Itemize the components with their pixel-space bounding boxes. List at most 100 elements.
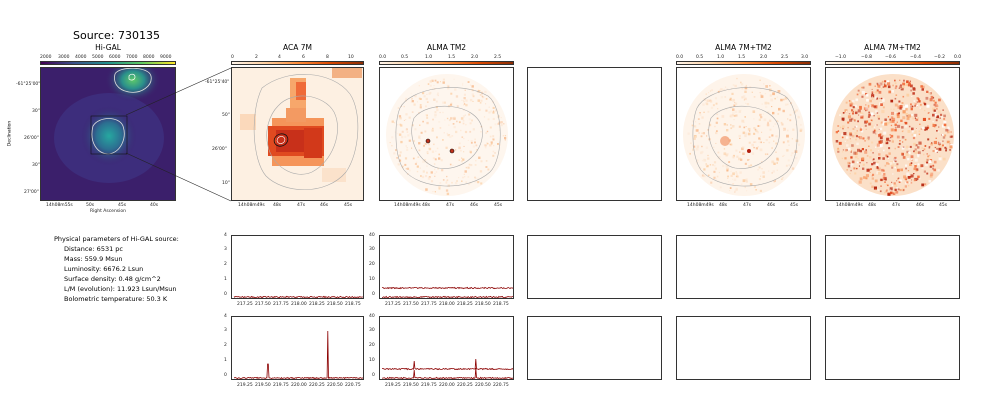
spec-xtick: 217.25 xyxy=(385,302,401,307)
cbar-tick: 2.5 xyxy=(781,55,789,60)
cbar-tick: −0.6 xyxy=(885,55,896,60)
cbar-tick: 8 xyxy=(326,55,329,60)
param-luminosity: Luminosity: 6676.2 Lsun xyxy=(64,265,144,273)
aca7m-ytick: 50" xyxy=(222,113,230,118)
spec-xtick: 218.00 xyxy=(291,302,307,307)
spec-xtick: 217.25 xyxy=(237,302,253,307)
spec-ytick: 3 xyxy=(224,247,227,252)
spec-xtick: 218.25 xyxy=(457,302,473,307)
spec-ytick: 1 xyxy=(224,358,227,363)
empty-spectrum-panel xyxy=(825,235,960,299)
cbar-tick: 0.0 xyxy=(379,55,387,60)
spec-ytick: 40 xyxy=(369,233,375,238)
alma7mtm2b-title: ALMA 7M+TM2 xyxy=(864,43,921,52)
spectrum-aca-row1 xyxy=(231,235,364,299)
alma7mtm2-title: ALMA 7M+TM2 xyxy=(715,43,772,52)
spec-ytick: 2 xyxy=(224,343,227,348)
param-bolometric-temperature: Bolometric temperature: 50.3 K xyxy=(64,295,168,303)
higal-ytick: 26'00" xyxy=(24,136,39,141)
alma7mtm2-colorbar xyxy=(676,61,811,65)
spec-ytick: 2 xyxy=(224,262,227,267)
alma7mtm2b-xtick: 47s xyxy=(892,203,901,208)
spec-xtick: 218.25 xyxy=(309,302,325,307)
alma7mtm2b-map xyxy=(825,67,960,201)
spec-ytick: 30 xyxy=(369,247,375,252)
spec-xtick: 220.50 xyxy=(475,383,491,388)
higal-xtick: 45s xyxy=(118,203,127,208)
almatm2-title: ALMA TM2 xyxy=(426,43,467,52)
cbar-tick: 2.0 xyxy=(471,55,479,60)
spec-xtick: 220.50 xyxy=(327,383,343,388)
cbar-tick: 7000 xyxy=(126,55,138,60)
cbar-tick: −0.4 xyxy=(910,55,921,60)
spec-xtick: 218.75 xyxy=(493,302,509,307)
spec-ytick: 0 xyxy=(224,373,227,378)
higal-title: Hi-GAL xyxy=(95,43,121,52)
cbar-tick: 10 xyxy=(348,55,354,60)
aca7m-ytick: 10" xyxy=(222,181,230,186)
spec-ytick: 40 xyxy=(369,314,375,319)
higal-colorbar-ticks: 2000 3000 4000 5000 6000 7000 8000 9000 xyxy=(40,55,176,61)
higal-xtick: 40s xyxy=(150,203,159,208)
spec-xtick: 219.50 xyxy=(255,383,271,388)
cbar-tick: −0.8 xyxy=(861,55,872,60)
higal-ytick: 30" xyxy=(32,163,40,168)
empty-spectrum-panel xyxy=(527,316,662,380)
almatm2-colorbar xyxy=(379,61,514,65)
aca7m-title: ACA 7M xyxy=(283,43,312,52)
aca7m-xtick: 45s xyxy=(344,203,353,208)
higal-ytick: 27'00" xyxy=(24,190,39,195)
figure-title: Source: 730135 xyxy=(73,29,160,42)
spec-xtick: 220.25 xyxy=(457,383,473,388)
higal-xtick: 14h08m55s xyxy=(46,203,73,208)
alma7mtm2b-xtick: 14h08m49s xyxy=(836,203,863,208)
spec-xtick: 220.00 xyxy=(291,383,307,388)
higal-ytick: 30" xyxy=(32,109,40,114)
spec-xticks-aca-row2: 219.25 219.50 219.75 220.00 220.25 220.5… xyxy=(231,383,364,389)
spectrum-tm2-row2 xyxy=(379,316,514,380)
spec-xtick: 220.75 xyxy=(493,383,509,388)
spec-ytick: 20 xyxy=(369,262,375,267)
cbar-tick: 9000 xyxy=(160,55,172,60)
spec-ytick: 3 xyxy=(224,328,227,333)
spec-xtick: 218.50 xyxy=(327,302,343,307)
spec-ytick: 20 xyxy=(369,343,375,348)
spec-xtick: 220.25 xyxy=(309,383,325,388)
cbar-tick: 0.5 xyxy=(401,55,409,60)
aca7m-colorbar xyxy=(231,61,364,65)
empty-spectrum-panel xyxy=(527,235,662,299)
higal-xlabel: Right Ascension xyxy=(90,209,126,214)
cbar-tick: 0.0 xyxy=(954,55,962,60)
empty-spectrum-panel xyxy=(825,316,960,380)
spec-xtick: 217.75 xyxy=(273,302,289,307)
spec-xtick: 220.00 xyxy=(439,383,455,388)
alma7mtm2-colorbar-ticks: 0.0 0.5 1.0 1.5 2.0 2.5 3.0 xyxy=(676,55,811,61)
cbar-tick: 0.5 xyxy=(696,55,704,60)
almatm2-xtick: 48s xyxy=(422,203,431,208)
spec-ytick: 4 xyxy=(224,314,227,319)
cbar-tick: 2.5 xyxy=(494,55,502,60)
spec-xtick: 220.75 xyxy=(345,383,361,388)
almatm2-xtick: 47s xyxy=(446,203,455,208)
cbar-tick: 0 xyxy=(231,55,234,60)
spec-ytick: 4 xyxy=(224,233,227,238)
spec-xtick: 219.25 xyxy=(237,383,253,388)
higal-map xyxy=(40,67,176,201)
spec-xtick: 219.75 xyxy=(421,383,437,388)
almatm2-xtick: 46s xyxy=(470,203,479,208)
alma7mtm2b-xtick: 48s xyxy=(868,203,877,208)
physical-parameters: Physical parameters of Hi-GAL source: Di… xyxy=(54,234,179,304)
cbar-tick: 8000 xyxy=(143,55,155,60)
spec-xtick: 219.75 xyxy=(273,383,289,388)
cbar-tick: 2000 xyxy=(40,55,52,60)
cbar-tick: 2.0 xyxy=(760,55,768,60)
cbar-tick: 0.0 xyxy=(676,55,684,60)
spec-xtick: 218.00 xyxy=(439,302,455,307)
aca7m-xtick: 48s xyxy=(273,203,282,208)
spec-xtick: 217.50 xyxy=(255,302,271,307)
spec-ytick: 10 xyxy=(369,277,375,282)
alma7mtm2b-xtick: 45s xyxy=(939,203,948,208)
alma7mtm2-xtick: 45s xyxy=(790,203,799,208)
almatm2-xtick: 45s xyxy=(494,203,503,208)
